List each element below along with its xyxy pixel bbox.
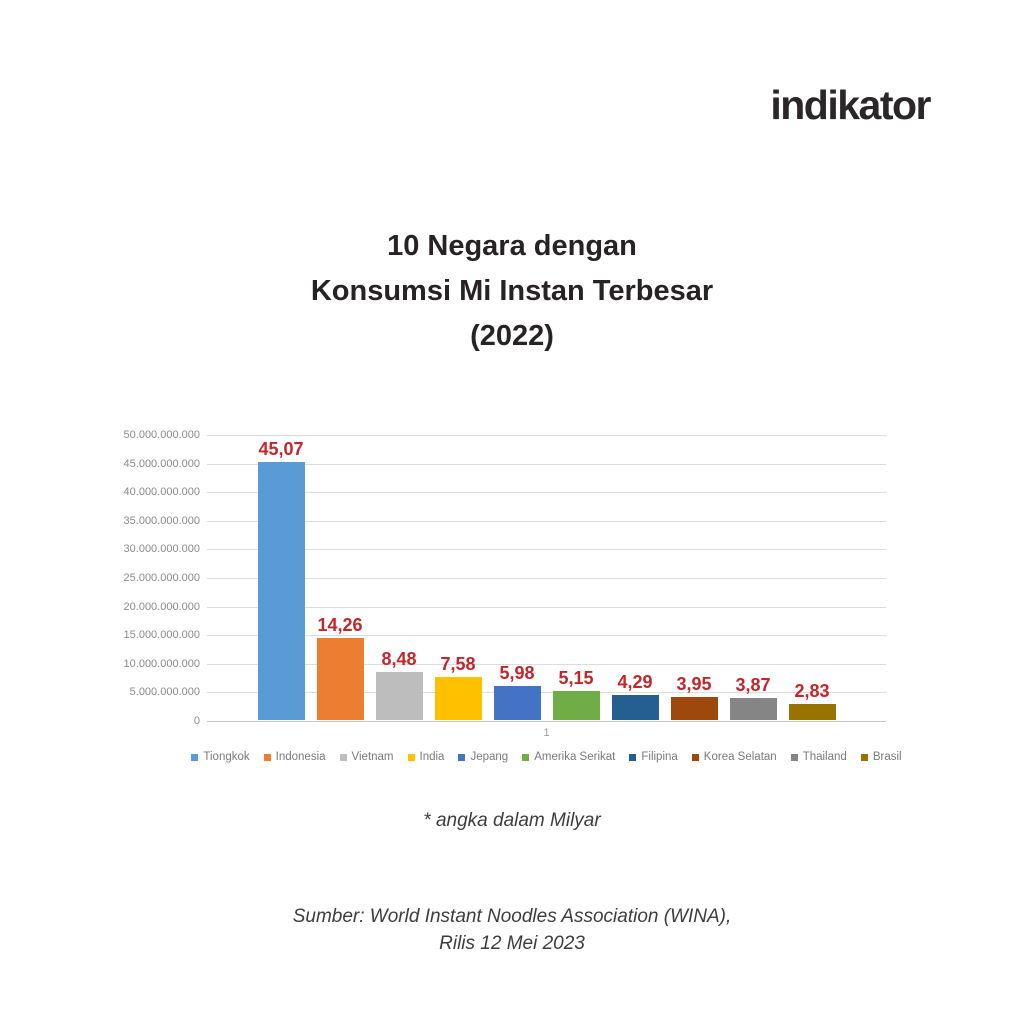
legend-swatch-icon xyxy=(339,753,347,761)
legend-label: Filipina xyxy=(641,751,678,763)
legend-swatch-icon xyxy=(191,753,199,761)
chart-title-line-3: (2022) xyxy=(470,320,554,352)
chart-title-line-1: 10 Negara dengan xyxy=(387,230,637,262)
bar-vietnam xyxy=(375,671,423,720)
source-line-1: Sumber: World Instant Noodles Associatio… xyxy=(292,906,732,927)
gridline xyxy=(207,463,886,465)
bar-korea-selatan xyxy=(670,697,718,720)
legend-swatch-icon xyxy=(522,753,530,761)
y-axis-tick-label: 25.000.000.000 xyxy=(123,572,200,584)
source-text: Sumber: World Instant Noodles Associatio… xyxy=(0,903,1024,957)
chart-title: 10 Negara dengan Konsumsi Mi Instan Terb… xyxy=(0,224,1024,359)
legend-swatch-icon xyxy=(691,753,699,761)
legend-item-filipina: Filipina xyxy=(629,751,678,763)
bar-india xyxy=(434,676,482,720)
legend-label: Amerika Serikat xyxy=(534,751,616,763)
x-axis-tick-label: 1 xyxy=(543,727,550,739)
gridline xyxy=(207,435,886,436)
gridline xyxy=(207,635,886,637)
plot-area: 45,07 14,26 8,48 7,58 5,98 5,15 4,29 3,95 3,87 2,… xyxy=(207,434,886,722)
legend-label: India xyxy=(419,751,445,763)
bar-amerika-serikat xyxy=(552,690,600,720)
bar-value-label: 7,58 xyxy=(440,653,476,674)
bar-value-label: 5,98 xyxy=(499,662,535,683)
gridline xyxy=(207,663,886,665)
bar-slot-brasil: 2,83 xyxy=(788,680,836,720)
bar-value-label: 3,87 xyxy=(735,674,771,695)
y-axis-tick-label: 15.000.000.000 xyxy=(123,629,200,642)
bar-thailand xyxy=(729,697,777,720)
legend-label: Vietnam xyxy=(351,751,394,763)
legend-item-brasil: Brasil xyxy=(860,751,902,763)
legend-label: Jepang xyxy=(470,751,509,763)
bar-value-label: 3,95 xyxy=(676,674,712,695)
gridline xyxy=(207,549,886,551)
gridline xyxy=(207,606,886,608)
legend-item-korea-selatan: Korea Selatan xyxy=(691,751,777,763)
bar-slot-vietnam: 8,48 xyxy=(375,648,423,720)
legend-label: Brasil xyxy=(872,751,902,763)
legend-swatch-icon xyxy=(407,753,415,761)
bar-slot-jepang: 5,98 xyxy=(493,662,541,720)
y-axis-tick-label: 5.000.000.000 xyxy=(129,686,200,699)
legend-swatch-icon xyxy=(790,753,798,761)
bar-slot-amerika-serikat: 5,15 xyxy=(552,667,600,720)
legend-item-vietnam: Vietnam xyxy=(339,751,394,763)
legend-swatch-icon xyxy=(458,753,466,761)
bar-brasil xyxy=(788,703,836,720)
y-axis-tick-label: 50.000.000.000 xyxy=(123,429,200,441)
bar-slot-india: 7,58 xyxy=(434,653,482,720)
y-axis-tick-label: 45.000.000.000 xyxy=(123,457,200,470)
bar-tiongkok xyxy=(257,462,305,720)
bar-value-label: 45,07 xyxy=(258,439,304,460)
legend-item-amerika-serikat: Amerika Serikat xyxy=(522,751,615,763)
bar-value-label: 14,26 xyxy=(317,615,363,636)
y-axis-tick-label: 0 xyxy=(193,715,200,727)
legend-label: Korea Selatan xyxy=(703,751,777,763)
legend-swatch-icon xyxy=(860,753,868,761)
y-axis: 50.000.000.000 45.000.000.000 40.000.000.0… xyxy=(100,429,200,727)
y-axis-tick-label: 40.000.000.000 xyxy=(123,486,200,499)
bar-value-label: 5,15 xyxy=(558,667,594,688)
legend-swatch-icon xyxy=(629,753,637,761)
bar-value-label: 2,83 xyxy=(794,680,830,701)
legend-label: Indonesia xyxy=(275,751,326,763)
legend-item-jepang: Jepang xyxy=(458,751,508,763)
legend-item-indonesia: Indonesia xyxy=(263,751,326,763)
bar-slot-tiongkok: 45,07 xyxy=(257,439,305,720)
bar-slot-korea-selatan: 3,95 xyxy=(670,674,718,720)
bar-filipina xyxy=(611,695,659,720)
gridline xyxy=(207,492,886,494)
bars-row: 45,07 14,26 8,48 7,58 5,98 5,15 4,29 3,95 3,87 2,… xyxy=(207,434,886,720)
legend-item-tiongkok: Tiongkok xyxy=(191,751,250,763)
y-axis-tick-label: 20.000.000.000 xyxy=(123,600,200,613)
footnote: * angka dalam Milyar xyxy=(423,810,601,831)
chart-title-line-2: Konsumsi Mi Instan Terbesar xyxy=(310,275,714,307)
bar-slot-indonesia: 14,26 xyxy=(316,615,364,720)
bar-slot-thailand: 3,87 xyxy=(729,674,777,720)
legend-label: Thailand xyxy=(802,751,847,763)
gridline xyxy=(207,520,886,522)
y-axis-tick-label: 10.000.000.000 xyxy=(123,657,200,670)
bar-indonesia xyxy=(316,638,364,720)
gridline xyxy=(207,692,886,694)
y-axis-tick-label: 35.000.000.000 xyxy=(123,514,200,527)
legend-item-india: India xyxy=(407,751,445,763)
bar-jepang xyxy=(493,685,541,720)
brand-logo: indikator xyxy=(770,82,931,128)
legend-label: Tiongkok xyxy=(203,751,250,763)
legend: Tiongkok Indonesia Vietnam India Jepang Ameri… xyxy=(147,751,946,763)
gridline xyxy=(207,721,886,722)
bar-slot-filipina: 4,29 xyxy=(611,672,659,720)
y-axis-tick-label: 30.000.000.000 xyxy=(123,543,200,556)
legend-item-thailand: Thailand xyxy=(790,751,847,763)
legend-swatch-icon xyxy=(263,753,271,761)
source-line-2: Rilis 12 Mei 2023 xyxy=(439,933,585,954)
bar-value-label: 8,48 xyxy=(381,648,417,669)
gridline xyxy=(207,578,886,579)
bar-value-label: 4,29 xyxy=(617,672,653,693)
